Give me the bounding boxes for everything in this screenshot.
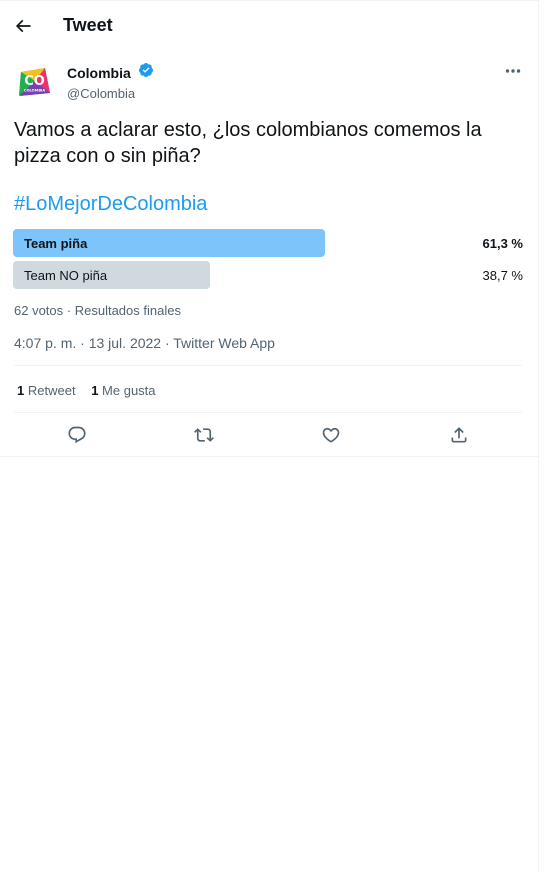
hashtag-link[interactable]: #LoMejorDeColombia: [14, 193, 208, 215]
verified-badge-icon: [138, 62, 154, 83]
reply-icon: [68, 426, 86, 444]
poll-separator: ·: [63, 303, 75, 318]
poll-option-2: Team NO piña 38,7 %: [13, 261, 524, 289]
author-name[interactable]: Colombia: [67, 64, 131, 81]
likes-count: 1: [91, 383, 99, 398]
author-block: Colombia @Colombia: [67, 62, 154, 101]
likes-stat[interactable]: 1 Me gusta: [91, 383, 155, 398]
likes-label: Me gusta: [102, 383, 156, 398]
heart-icon: [322, 427, 340, 443]
retweets-count: 1: [17, 383, 25, 398]
svg-text:COLOMBIA: COLOMBIA: [24, 89, 46, 93]
author-handle[interactable]: @Colombia: [67, 86, 136, 101]
back-button[interactable]: [6, 9, 40, 43]
like-button[interactable]: [316, 420, 346, 450]
arrow-left-icon: [15, 19, 31, 33]
more-horizontal-icon: [505, 69, 521, 73]
more-options-button[interactable]: [501, 61, 525, 81]
poll-votes: 62 votos: [14, 303, 64, 318]
poll-status: Resultados finales: [74, 303, 181, 318]
page-title: Tweet: [63, 15, 113, 35]
tweet-stats: 1 Retweet 1 Me gusta: [17, 383, 168, 398]
divider: [14, 412, 522, 413]
poll-option-percent: 61,3 %: [482, 236, 523, 251]
poll-option-label: Team NO piña: [24, 268, 108, 283]
retweets-stat[interactable]: 1 Retweet: [17, 383, 76, 398]
reply-button[interactable]: [62, 420, 92, 450]
poll-option-label: Team piña: [24, 236, 88, 251]
colombia-logo-icon: CO COLOMBIA: [19, 68, 50, 96]
share-button[interactable]: [444, 420, 474, 450]
share-icon: [451, 427, 467, 443]
tweet-timestamp[interactable]: 4:07 p. m. · 13 jul. 2022 · Twitter Web …: [14, 335, 275, 351]
svg-text:CO: CO: [24, 74, 45, 89]
poll-option-1: Team piña 61,3 %: [13, 229, 524, 257]
tweet-text: Vamos a aclarar esto, ¿los colombianos c…: [14, 119, 482, 167]
divider: [14, 365, 522, 366]
retweets-label: Retweet: [27, 383, 76, 398]
divider: [0, 456, 538, 457]
poll-option-percent: 38,7 %: [482, 268, 523, 283]
retweet-icon: [194, 428, 214, 442]
poll-summary: 62 votos · Resultados finales: [14, 303, 181, 318]
poll-bar-2: [13, 261, 210, 289]
avatar[interactable]: CO COLOMBIA: [15, 63, 55, 103]
retweet-button[interactable]: [189, 420, 219, 450]
poll-bar-1: [13, 229, 325, 257]
action-bar: [0, 420, 538, 450]
top-bar: Tweet: [0, 0, 538, 51]
